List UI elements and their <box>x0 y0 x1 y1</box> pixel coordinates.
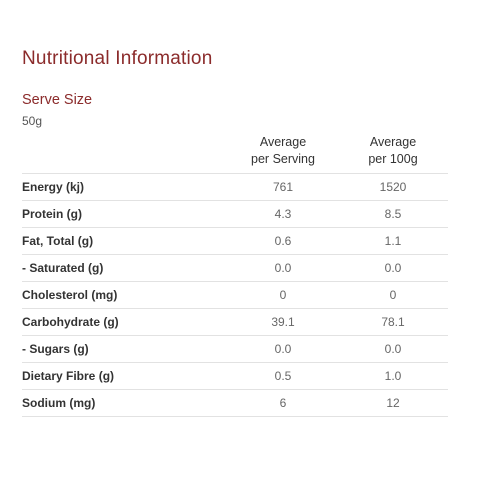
header-per-serving-line1: Average <box>259 135 307 149</box>
row-per-100g: 8.5 <box>338 200 448 228</box>
table-row: Fat, Total (g) 0.6 1.1 <box>22 227 448 255</box>
table-row: - Saturated (g) 0.0 0.0 <box>22 254 448 282</box>
row-per-serving: 39.1 <box>228 308 338 336</box>
row-per-serving: 0.0 <box>228 254 338 282</box>
table-row: Dietary Fibre (g) 0.5 1.0 <box>22 362 448 390</box>
row-per-serving: 0.5 <box>228 362 338 390</box>
row-per-100g: 0 <box>338 281 448 309</box>
header-per-100g-line1: Average <box>369 135 417 149</box>
row-per-100g: 0.0 <box>338 335 448 363</box>
table-row: - Sugars (g) 0.0 0.0 <box>22 335 448 363</box>
row-per-100g: 1.1 <box>338 227 448 255</box>
header-per-serving: Average per Serving <box>228 134 338 174</box>
row-per-100g: 12 <box>338 389 448 417</box>
table-header-row: Average per Serving Average per 100g <box>22 134 448 174</box>
row-per-serving: 0.6 <box>228 227 338 255</box>
serve-size-heading: Serve Size <box>22 92 93 108</box>
header-per-100g-line2: per 100g <box>368 152 418 166</box>
row-label: Carbohydrate (g) <box>22 308 228 336</box>
row-per-serving: 0 <box>228 281 338 309</box>
row-label: Energy (kj) <box>22 173 228 201</box>
table-row: Cholesterol (mg) 0 0 <box>22 281 448 309</box>
row-label: Dietary Fibre (g) <box>22 362 228 390</box>
row-per-serving: 0.0 <box>228 335 338 363</box>
row-per-100g: 1.0 <box>338 362 448 390</box>
serve-size-value: 50g <box>22 114 43 128</box>
nutrition-table: Average per Serving Average per 100g Ene… <box>22 134 448 417</box>
row-per-100g: 0.0 <box>338 254 448 282</box>
header-per-100g: Average per 100g <box>338 134 448 174</box>
row-label: Sodium (mg) <box>22 389 228 417</box>
header-per-serving-line2: per Serving <box>251 152 315 166</box>
table-row: Carbohydrate (g) 39.1 78.1 <box>22 308 448 336</box>
row-per-serving: 761 <box>228 173 338 201</box>
row-label: Protein (g) <box>22 200 228 228</box>
row-label: - Sugars (g) <box>22 335 228 363</box>
table-row: Protein (g) 4.3 8.5 <box>22 200 448 228</box>
page-title: Nutritional Information <box>22 48 213 69</box>
table-row: Sodium (mg) 6 12 <box>22 389 448 417</box>
row-per-100g: 1520 <box>338 173 448 201</box>
header-label-column <box>22 134 228 174</box>
row-per-serving: 6 <box>228 389 338 417</box>
row-label: - Saturated (g) <box>22 254 228 282</box>
row-per-100g: 78.1 <box>338 308 448 336</box>
table-row: Energy (kj) 761 1520 <box>22 173 448 201</box>
row-label: Fat, Total (g) <box>22 227 228 255</box>
row-label: Cholesterol (mg) <box>22 281 228 309</box>
row-per-serving: 4.3 <box>228 200 338 228</box>
nutrition-panel: Nutritional Information Serve Size 50g A… <box>22 48 448 417</box>
